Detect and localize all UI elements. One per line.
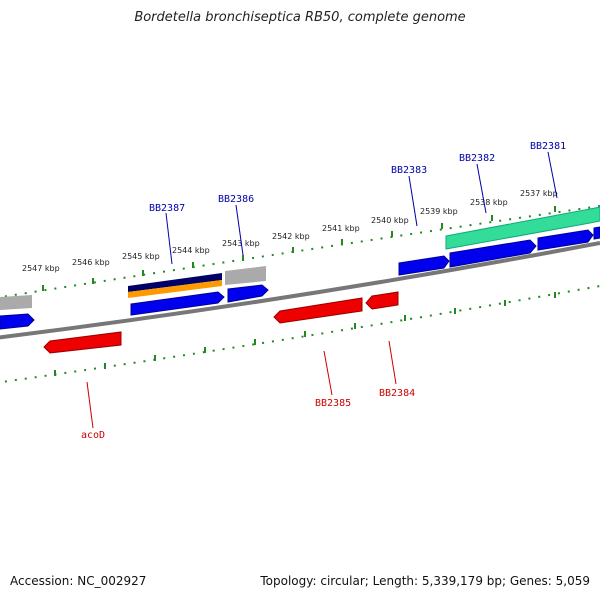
reverse-genes (43, 291, 399, 354)
gray-feature[interactable] (225, 266, 266, 285)
gray-feature[interactable] (0, 295, 32, 310)
genome-backbone (0, 241, 600, 340)
gene-label-bb2385[interactable]: BB2385 (315, 398, 351, 409)
scale-label: 2539 kbp (420, 207, 458, 216)
forward-gene[interactable] (398, 255, 450, 276)
orange-feature[interactable] (128, 280, 222, 298)
forward-gene[interactable] (449, 239, 537, 268)
map-title: Bordetella bronchiseptica RB50, complete… (134, 10, 466, 25)
forward-genes (0, 226, 600, 330)
gene-label-bb2386[interactable]: BB2386 (218, 194, 254, 205)
rna-feature[interactable] (445, 206, 600, 250)
scale-label: 2540 kbp (371, 216, 409, 225)
forward-gene[interactable] (130, 291, 225, 316)
forward-gene[interactable] (227, 284, 269, 303)
scale-labels: 2537 kbp 2538 kbp 2539 kbp 2540 kbp 2541… (22, 189, 558, 273)
scale-label: 2538 kbp (470, 198, 508, 207)
reverse-gene-labels: BB2384 BB2385 acoD (81, 388, 415, 441)
reverse-scale-track (0, 285, 600, 384)
reverse-gene[interactable] (365, 291, 399, 310)
scale-label: 2537 kbp (520, 189, 558, 198)
genome-summary-text: Topology: circular; Length: 5,339,179 bp… (260, 574, 590, 588)
gene-label-bb2384[interactable]: BB2384 (379, 388, 415, 399)
scale-label: 2543 kbp (222, 239, 260, 248)
forward-gene[interactable] (537, 229, 594, 251)
forward-label-leaders (165, 151, 558, 265)
navy-feature[interactable] (128, 273, 222, 292)
gene-label-bb2382[interactable]: BB2382 (459, 153, 495, 164)
gene-label-bb2387[interactable]: BB2387 (149, 203, 185, 214)
scale-label: 2545 kbp (122, 252, 160, 261)
scale-label: 2546 kbp (72, 258, 110, 267)
gene-label-acod[interactable]: acoD (81, 430, 105, 441)
forward-major-ticks (42, 206, 556, 291)
scale-label: 2542 kbp (272, 232, 310, 241)
forward-gene-labels: BB2381 BB2382 BB2383 BB2386 BB2387 (149, 141, 566, 214)
reverse-gene[interactable] (273, 297, 363, 324)
gene-label-bb2383[interactable]: BB2383 (391, 165, 427, 176)
scale-label: 2544 kbp (172, 246, 210, 255)
forward-gene[interactable] (0, 313, 35, 330)
reverse-major-ticks (54, 292, 556, 376)
scale-label: 2547 kbp (22, 264, 60, 273)
scale-label: 2541 kbp (322, 224, 360, 233)
reverse-label-leaders (86, 340, 397, 429)
accession-text: Accession: NC_002927 (10, 574, 147, 588)
forward-gene[interactable] (593, 226, 600, 240)
gene-label-bb2381[interactable]: BB2381 (530, 141, 566, 152)
reverse-gene[interactable] (43, 331, 122, 354)
